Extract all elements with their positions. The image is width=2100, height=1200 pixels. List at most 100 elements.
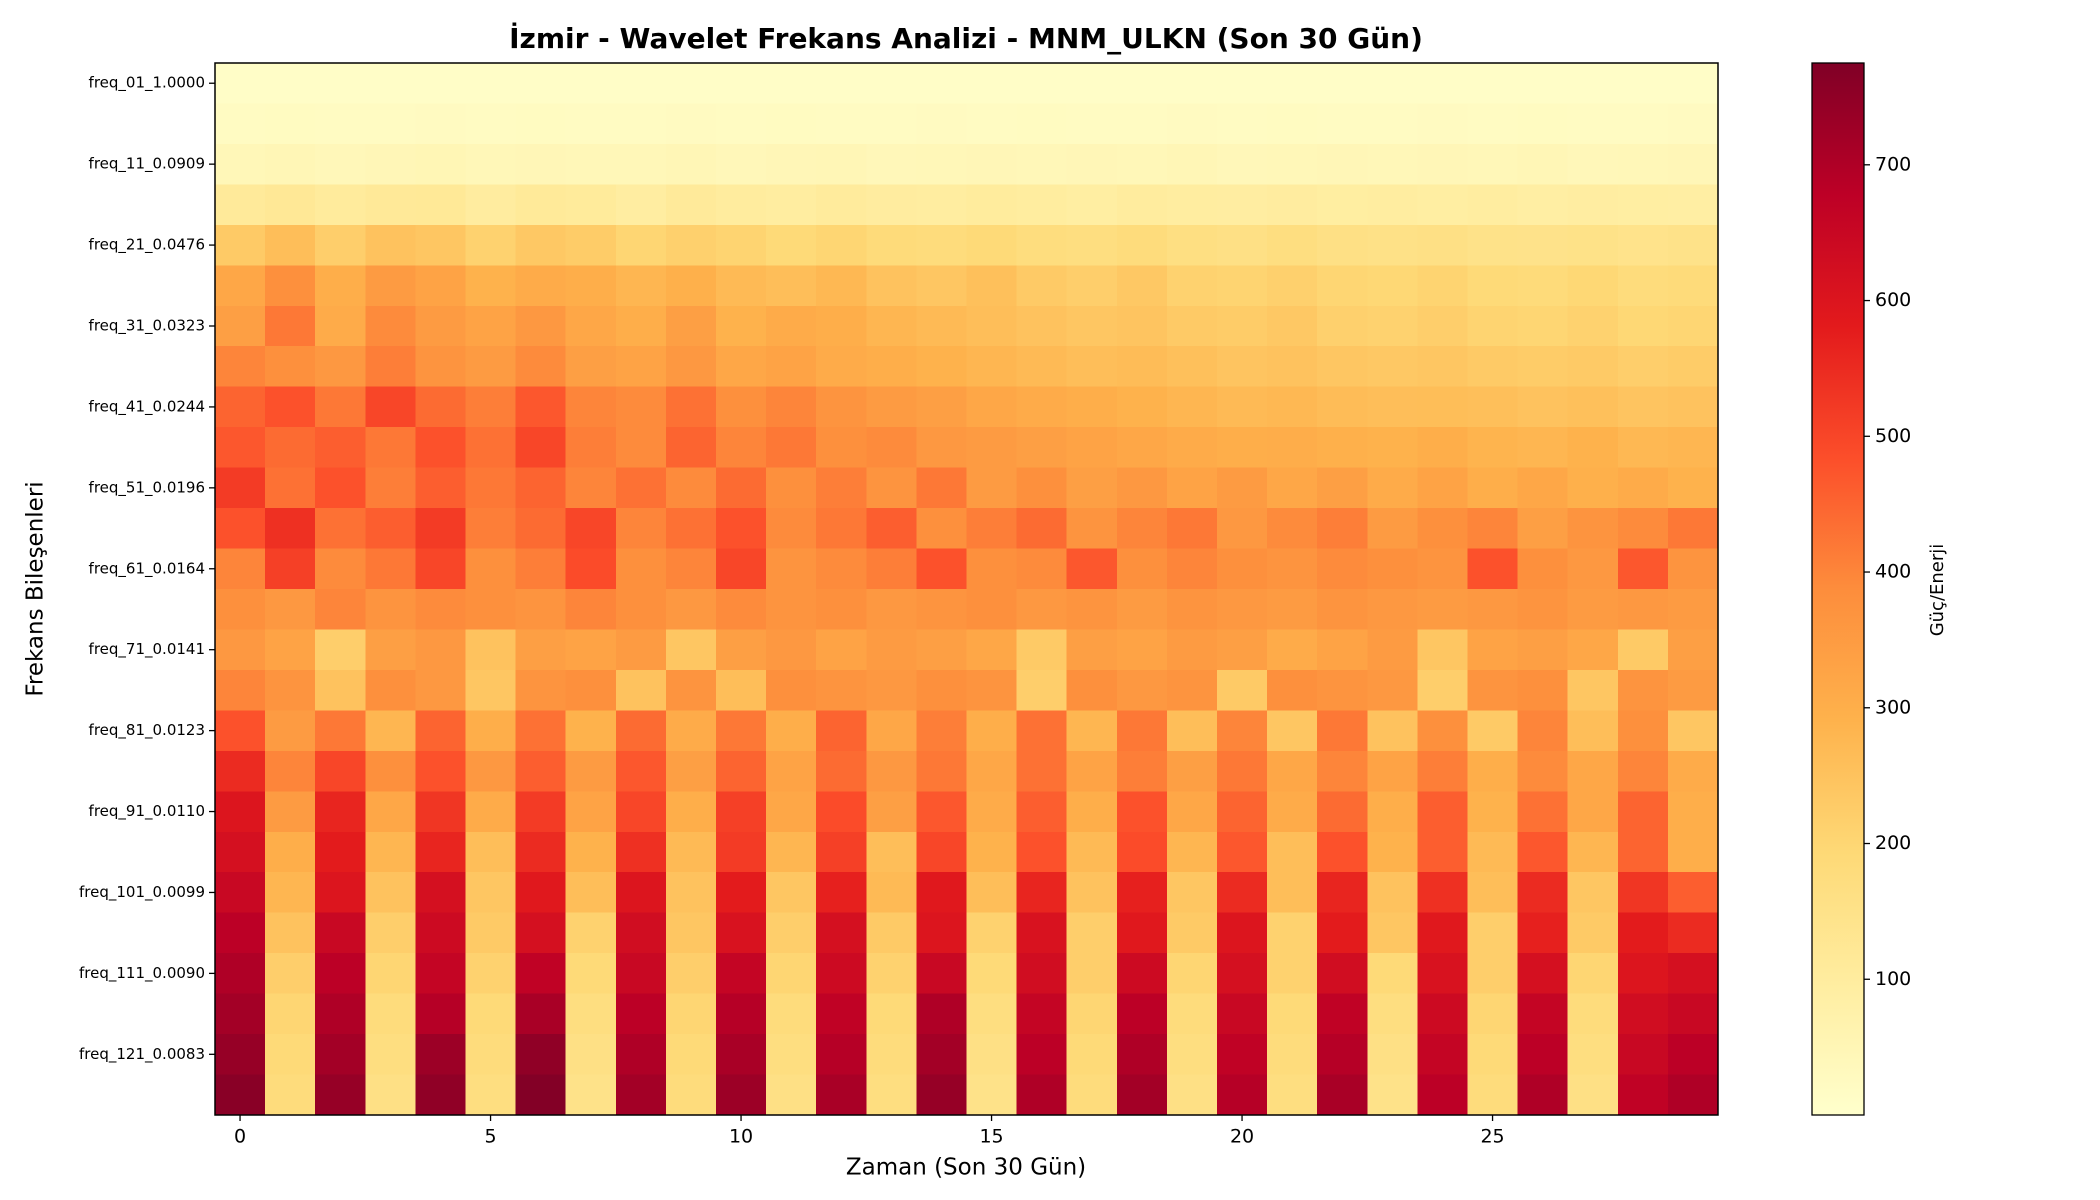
heatmap-cell [1066, 508, 1118, 550]
y-tick-label: freq_31_0.0323 [89, 317, 205, 336]
heatmap-cell [365, 1034, 416, 1076]
heatmap-cell [716, 629, 767, 671]
heatmap-cell [415, 346, 467, 388]
heatmap-cell [615, 669, 667, 711]
heatmap-cell [1217, 386, 1268, 428]
heatmap-cell [1066, 1034, 1118, 1076]
heatmap-cell [1016, 912, 1068, 954]
heatmap-cell [1617, 103, 1669, 145]
colorbar-tick-label: 400 [1875, 561, 1911, 583]
heatmap-cell [1617, 265, 1669, 307]
heatmap-cell [716, 1034, 767, 1076]
heatmap-cell [716, 791, 767, 833]
heatmap-cell [515, 669, 567, 711]
heatmap-cell [866, 669, 917, 711]
heatmap-cell [1617, 953, 1669, 995]
heatmap-cell [1517, 224, 1569, 266]
heatmap-cell [1467, 143, 1519, 185]
heatmap-cell [415, 143, 467, 185]
heatmap-cell [1016, 669, 1068, 711]
heatmap-cell [716, 548, 767, 590]
heatmap-cell [766, 305, 817, 347]
heatmap-cell [1066, 143, 1118, 185]
heatmap-cell [1066, 710, 1118, 752]
heatmap-cell [966, 791, 1018, 833]
heatmap-cell [1317, 184, 1368, 226]
heatmap-cell [615, 265, 667, 307]
heatmap-cell [465, 589, 517, 631]
heatmap-cell [415, 669, 467, 711]
heatmap-cell [415, 750, 467, 792]
heatmap-cell [766, 224, 817, 266]
heatmap-cell [1267, 791, 1318, 833]
heatmap-cell [1066, 912, 1118, 954]
heatmap-cell [1567, 63, 1619, 105]
heatmap-cell [665, 103, 717, 145]
heatmap-cell [766, 1034, 817, 1076]
heatmap-cell [866, 467, 917, 509]
heatmap-cell [966, 669, 1018, 711]
colorbar-tick-label: 700 [1875, 153, 1911, 175]
heatmap-cell [415, 1034, 467, 1076]
y-tick-label: freq_01_1.0000 [89, 74, 205, 93]
colorbar-tick-label: 500 [1875, 425, 1911, 447]
heatmap-cell [1217, 265, 1268, 307]
heatmap-cell [1517, 103, 1569, 145]
heatmap-cell [916, 912, 968, 954]
heatmap-cell [1517, 912, 1569, 954]
heatmap-cell [1567, 548, 1619, 590]
heatmap-cell [215, 265, 266, 307]
heatmap-cell [1116, 912, 1168, 954]
heatmap-cell [716, 750, 767, 792]
heatmap-cell [1066, 103, 1118, 145]
heatmap-cell [1317, 508, 1368, 550]
heatmap-cell [1567, 103, 1619, 145]
heatmap-cell [716, 467, 767, 509]
heatmap-cell [1217, 589, 1268, 631]
heatmap-cell [1267, 305, 1318, 347]
heatmap-cell [1016, 386, 1068, 428]
heatmap-cell [565, 710, 617, 752]
heatmap-cell [766, 831, 817, 873]
heatmap-cell [1467, 589, 1519, 631]
heatmap-cell [1517, 872, 1569, 914]
heatmap-cell [816, 1074, 867, 1116]
heatmap-cell [365, 589, 416, 631]
heatmap-cell [365, 750, 416, 792]
heatmap-cell [1016, 508, 1068, 550]
heatmap-cell [1217, 669, 1268, 711]
heatmap-cell [1667, 993, 1719, 1035]
heatmap-cell [1267, 872, 1318, 914]
heatmap-cell [716, 427, 767, 469]
heatmap-cell [1617, 912, 1669, 954]
heatmap-cell [716, 265, 767, 307]
heatmap-cell [415, 508, 467, 550]
heatmap-cell [1567, 346, 1619, 388]
heatmap-cell [1417, 305, 1469, 347]
heatmap-cell [465, 467, 517, 509]
heatmap-cell [1517, 629, 1569, 671]
heatmap-cell [1116, 103, 1168, 145]
heatmap-cell [1217, 912, 1268, 954]
heatmap-cell [1217, 831, 1268, 873]
heatmap-cell [1116, 548, 1168, 590]
heatmap-cell [1267, 427, 1318, 469]
heatmap-cell [916, 629, 968, 671]
heatmap-cell [1417, 1034, 1469, 1076]
heatmap-cell [1617, 872, 1669, 914]
heatmap-cell [1066, 265, 1118, 307]
colorbar [1811, 62, 1865, 1116]
heatmap-cell [665, 1074, 717, 1116]
heatmap-cell [1267, 184, 1318, 226]
heatmap-cell [315, 184, 366, 226]
heatmap-cell [1467, 508, 1519, 550]
heatmap-cell [365, 912, 416, 954]
heatmap-cell [1517, 589, 1569, 631]
heatmap-cell [966, 508, 1018, 550]
heatmap-cell [716, 508, 767, 550]
heatmap-cell [1617, 1074, 1669, 1116]
heatmap-cell [315, 953, 366, 995]
heatmap-cell [465, 831, 517, 873]
y-tick-label: freq_91_0.0110 [89, 802, 205, 821]
heatmap-cell [1517, 427, 1569, 469]
